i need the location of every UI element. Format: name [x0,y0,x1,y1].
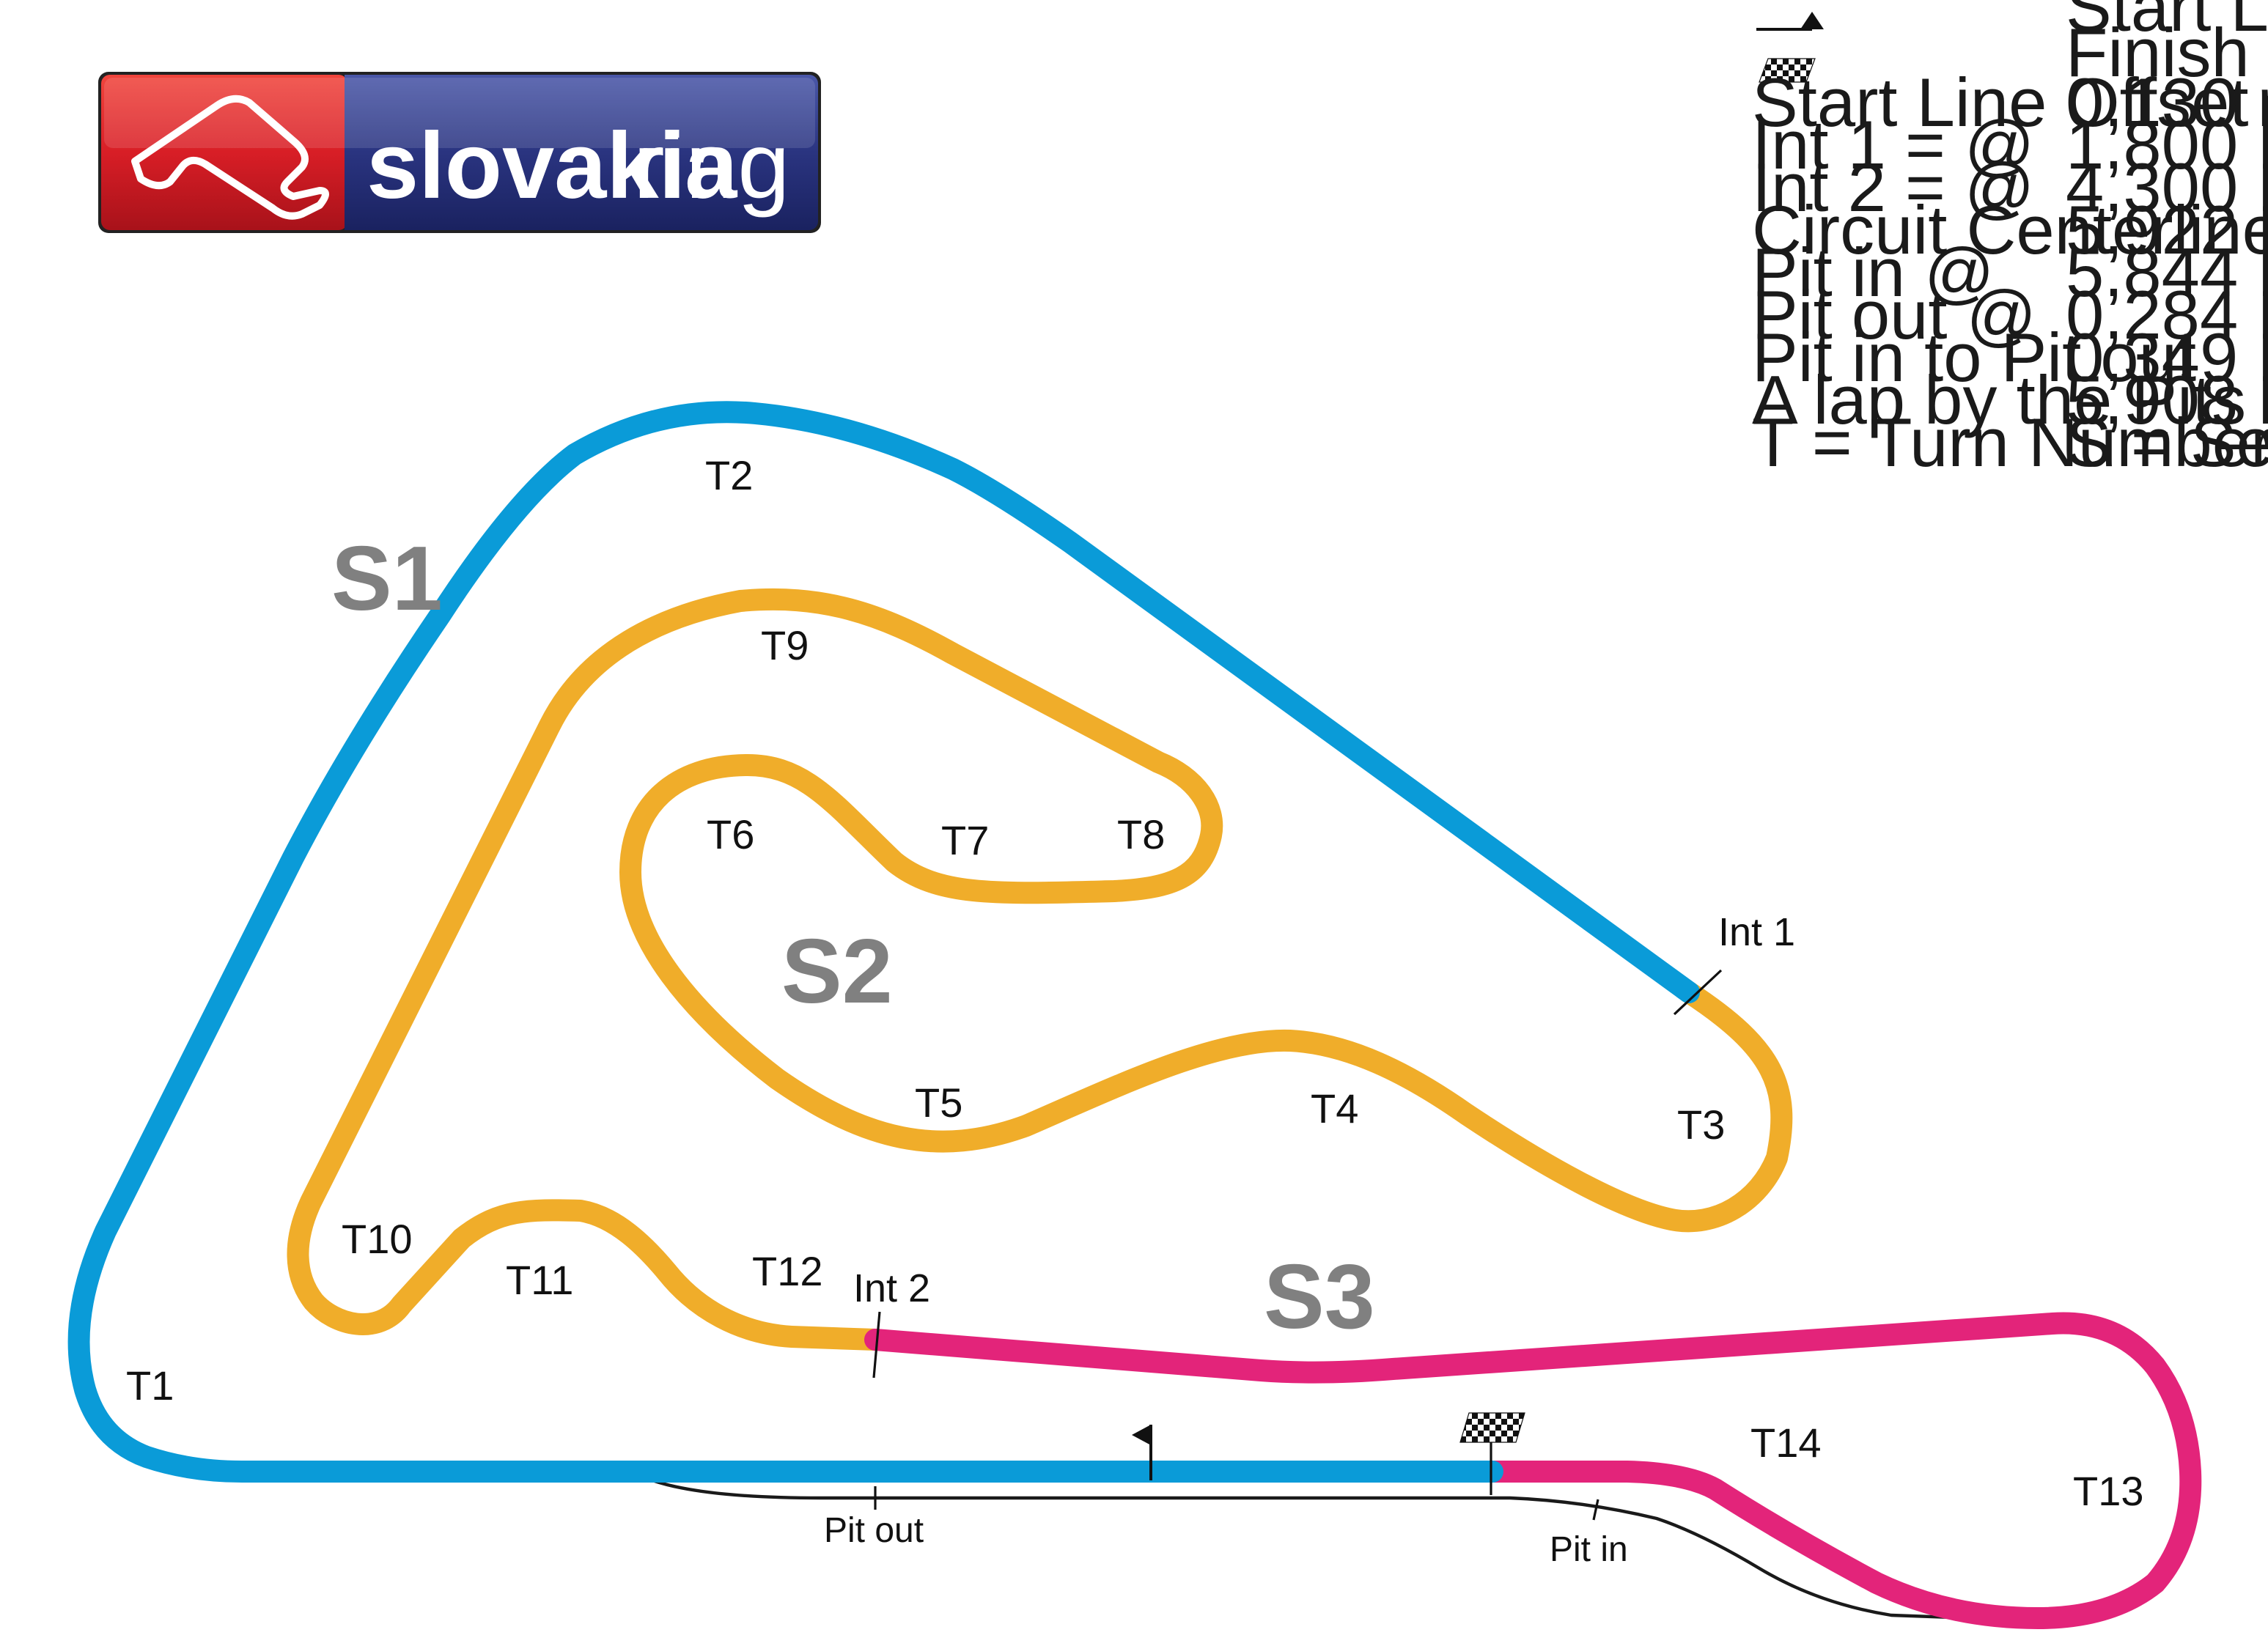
legend-row-value: 5,908 Km [2066,361,2268,438]
legend-row-value: 4,300 Km [2066,149,2268,226]
legend-row-value: 0,130 m [2066,64,2268,141]
legend-start-line-label: Start Line [2066,0,2268,45]
legend-row-value: S = Sector [2066,404,2268,481]
turn-label-t3: T3 [1677,1101,1725,1148]
legend-row-key: Pit in to Pit out [1752,319,2196,396]
turn-label-t10: T10 [342,1216,413,1262]
turn-label-t6: T6 [707,811,754,857]
finish-line-flag-icon [1459,1412,1525,1495]
pit-in-label: Pit in [1550,1530,1628,1569]
turn-label-t5: T5 [915,1080,962,1126]
legend-row-key: A lap by the Pits [1752,361,2246,438]
logo-text-bold: slovakia [367,114,737,218]
int2-marker-line [872,1311,881,1379]
track-sector-2 [287,588,1793,1351]
legend-row-key: Pit out @ [1752,276,2036,353]
legend-row-key: Int 2 = @ [1752,149,2034,226]
turn-label-t8: T8 [1117,811,1165,857]
sector-label-s3: S3 [1264,1247,1375,1348]
int1-label: Int 1 [1718,910,1795,954]
start-line-flag-icon [1132,1425,1152,1480]
legend-row-key: Start Line Offset [1752,64,2249,141]
turn-label-t14: T14 [1750,1420,1822,1466]
sector-label-s1: S1 [331,528,443,630]
legend-row-value: 1,800 Km [2066,106,2268,183]
sector-label-s2: S2 [781,921,893,1022]
legend-row-key: T = Turn Number [1752,404,2268,481]
turn-label-t7: T7 [941,817,989,863]
legend-row-value: 5,922 Km [2066,191,2268,268]
turn-label-t13: T13 [2073,1468,2144,1514]
legend-finish-line-label: Finish “Line” [2066,14,2268,91]
logo-text-light: ring [633,114,789,218]
turn-label-t2: T2 [705,452,753,498]
turn-label-t1: T1 [126,1362,174,1409]
legend-row-key: Pit in @ [1752,234,1995,311]
legend: Start Line Finish “Line” Start Line Offs… [1752,0,2268,481]
pit-lane [652,1478,1973,1620]
int1-marker-line [1673,969,1723,1016]
turn-label-t9: T9 [761,622,809,668]
turn-label-t11: T11 [506,1257,573,1303]
track-sector-3 [864,1312,2202,1629]
pit-in-marker-line [1592,1499,1599,1521]
slovakiaring-logo: slovakia ring [98,72,821,233]
turn-label-t12: T12 [752,1248,823,1294]
legend-row-value: 0,349 Km [2066,319,2268,396]
logo-track-icon [131,95,329,220]
legend-start-line-icon [1756,12,1824,31]
legend-finish-line-icon [1759,58,1816,83]
legend-row-key: Int 1 = @ [1752,106,2034,183]
pit-out-label: Pit out [824,1511,924,1550]
track-sector-1 [67,401,1700,1483]
legend-row-value: 5,844 Km [2066,234,2268,311]
legend-row-key: Circuit Centerline [1752,191,2268,268]
turn-label-t4: T4 [1311,1085,1358,1132]
legend-row-value: 0,284 Km [2066,276,2268,353]
int2-label: Int 2 [853,1266,930,1310]
